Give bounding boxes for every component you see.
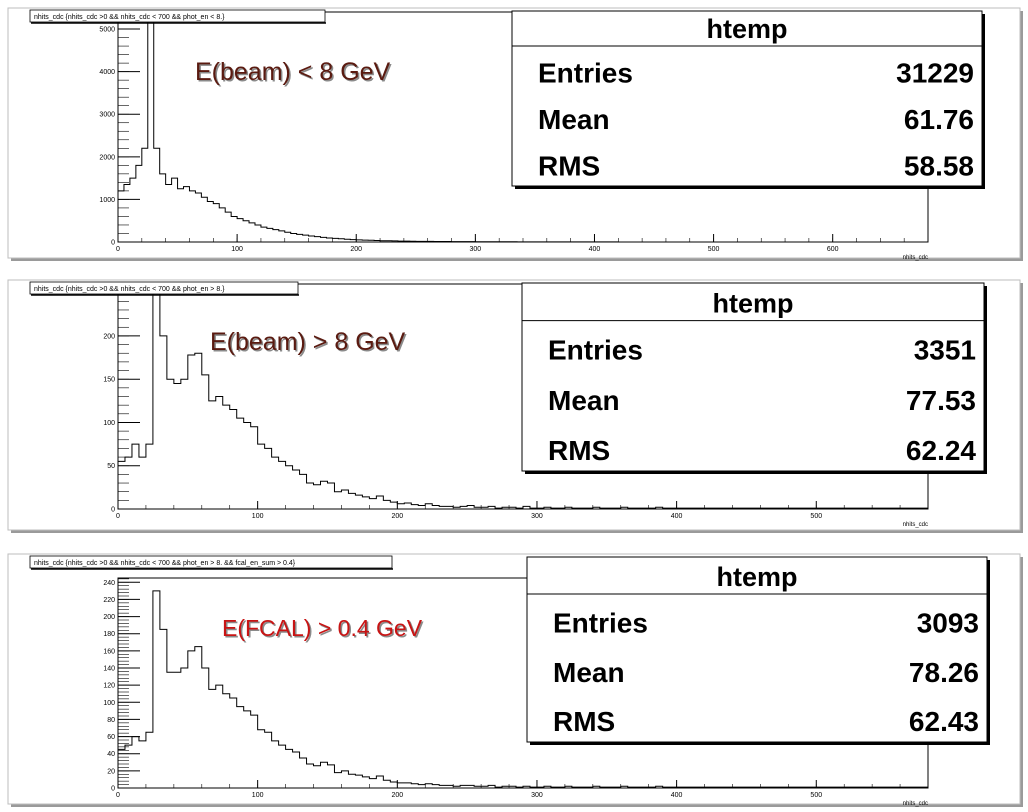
x-tick-label: 200 xyxy=(350,246,362,253)
x-axis-label: nhits_cdc xyxy=(903,522,928,528)
histogram-line xyxy=(117,292,929,509)
panel-beam-below-8gev: 0 1000 2000 3000 4000 5000 0 100 200 300 400 500 600… xyxy=(0,0,1028,266)
y-tick-label: 100 xyxy=(103,700,115,707)
x-tick-label: 300 xyxy=(531,792,543,799)
panel-fcal-above-0p4gev: 0 20 40 60 80 100 120 140 160 180 200 220 240 0 100 200… xyxy=(0,546,1028,812)
x-tick-label: 200 xyxy=(391,792,403,799)
y-tick-label: 3000 xyxy=(99,112,115,119)
y-tick-label: 20 xyxy=(107,768,115,775)
y-tick-label: 160 xyxy=(103,648,115,655)
y-tick-label: 0 xyxy=(111,240,115,247)
y-tick-label: 220 xyxy=(103,597,115,604)
y-tick-label: 50 xyxy=(107,463,115,470)
annotation: E(beam) < 8 GeV xyxy=(195,58,391,86)
annotation: E(FCAL) > 0.4 GeV xyxy=(222,615,423,641)
x-tick-label: 500 xyxy=(708,246,720,253)
histogram-line xyxy=(117,590,929,788)
cut-label-box xyxy=(29,555,393,569)
stats-row-label: RMS xyxy=(548,435,610,466)
y-tick-label: 200 xyxy=(103,614,115,621)
y-tick-label: 4000 xyxy=(99,69,115,76)
y-tick-label: 60 xyxy=(107,734,115,741)
y-tick-label: 40 xyxy=(107,751,115,758)
stats-row-label: Entries xyxy=(538,57,633,88)
annotation: E(beam) > 8 GeV xyxy=(210,328,406,356)
stats-row-value: 78.26 xyxy=(909,657,979,688)
y-tick-label: 5000 xyxy=(99,27,115,34)
stats-box xyxy=(521,282,985,472)
stats-box xyxy=(526,556,988,743)
histogram-2: 0501001502002500100200300400500nhits_cdc… xyxy=(7,279,1023,533)
y-tick-label: 0 xyxy=(111,507,115,514)
y-tick-label: 1000 xyxy=(99,197,115,204)
x-axis-label: nhits_cdc xyxy=(903,255,928,261)
histogram-1: 0 1000 2000 3000 4000 5000 0 100 200 300 400 500 600… xyxy=(7,7,1023,261)
y-tick-label: 180 xyxy=(103,631,115,638)
x-tick-label: 400 xyxy=(589,246,601,253)
x-tick-label: 0 xyxy=(116,246,120,253)
y-tick-label: 240 xyxy=(103,580,115,587)
histogram-line xyxy=(117,20,834,243)
stats-row-label: Mean xyxy=(548,385,620,416)
stats-title: htemp xyxy=(717,562,798,592)
x-axis-label: nhits_cdc xyxy=(903,801,928,807)
x-tick-label: 0 xyxy=(116,513,120,520)
annotation-shadow: E(beam) > 8 GeV xyxy=(212,330,408,358)
stats-title: htemp xyxy=(713,289,794,319)
stats-row-value: 3093 xyxy=(917,607,979,638)
y-tick-label: 80 xyxy=(107,717,115,724)
stats-row-value: 58.58 xyxy=(904,151,974,182)
panel-beam-above-8gev: 0501001502002500100200300400500nhits_cdc… xyxy=(0,272,1028,538)
histogram-3: 0 20 40 60 80 100 120 140 160 180 200 220 240 0 100 200… xyxy=(7,553,1023,807)
stats-row-value: 3351 xyxy=(914,335,976,366)
y-tick-label: 120 xyxy=(103,683,115,690)
x-tick-label: 500 xyxy=(810,513,822,520)
cut-label: nhits_cdc {nhits_cdc >0 && nhits_cdc < 7… xyxy=(34,286,225,293)
x-tick-label: 300 xyxy=(531,513,543,520)
y-tick-label: 0 xyxy=(111,786,115,793)
cut-label: nhits_cdc {nhits_cdc >0 && nhits_cdc < 7… xyxy=(34,14,225,21)
cut-label: nhits_cdc {nhits_cdc >0 && nhits_cdc < 7… xyxy=(34,560,296,567)
cut-label-box xyxy=(29,281,299,295)
x-tick-label: 300 xyxy=(470,246,482,253)
stats-row-label: Mean xyxy=(538,104,610,135)
x-tick-label: 400 xyxy=(671,792,683,799)
stats-row-label: Entries xyxy=(553,607,648,638)
y-tick-label: 100 xyxy=(103,420,115,427)
stats-row-label: RMS xyxy=(553,706,615,737)
stats-row-label: Mean xyxy=(553,657,625,688)
y-tick-label: 150 xyxy=(103,377,115,384)
x-tick-label: 100 xyxy=(231,246,243,253)
x-tick-label: 100 xyxy=(252,513,264,520)
stats-box xyxy=(511,10,983,187)
stats-row-label: RMS xyxy=(538,151,600,182)
stats-row-label: Entries xyxy=(548,335,643,366)
annotation-shadow: E(beam) < 8 GeV xyxy=(197,60,393,88)
y-tick-label: 200 xyxy=(103,333,115,340)
x-tick-label: 0 xyxy=(116,792,120,799)
y-tick-label: 2000 xyxy=(99,154,115,161)
x-tick-label: 200 xyxy=(391,513,403,520)
stats-title: htemp xyxy=(707,14,788,44)
stats-row-value: 62.43 xyxy=(909,706,979,737)
stats-row-value: 77.53 xyxy=(906,385,976,416)
x-tick-label: 400 xyxy=(671,513,683,520)
stats-row-value: 31229 xyxy=(896,57,974,88)
x-tick-label: 500 xyxy=(810,792,822,799)
annotation-shadow: E(FCAL) > 0.4 GeV xyxy=(224,617,425,643)
stats-row-value: 62.24 xyxy=(906,435,976,466)
x-tick-label: 600 xyxy=(827,246,839,253)
x-tick-label: 100 xyxy=(252,792,264,799)
stats-row-value: 61.76 xyxy=(904,104,974,135)
y-tick-label: 140 xyxy=(103,666,115,673)
cut-label-box xyxy=(29,9,326,23)
